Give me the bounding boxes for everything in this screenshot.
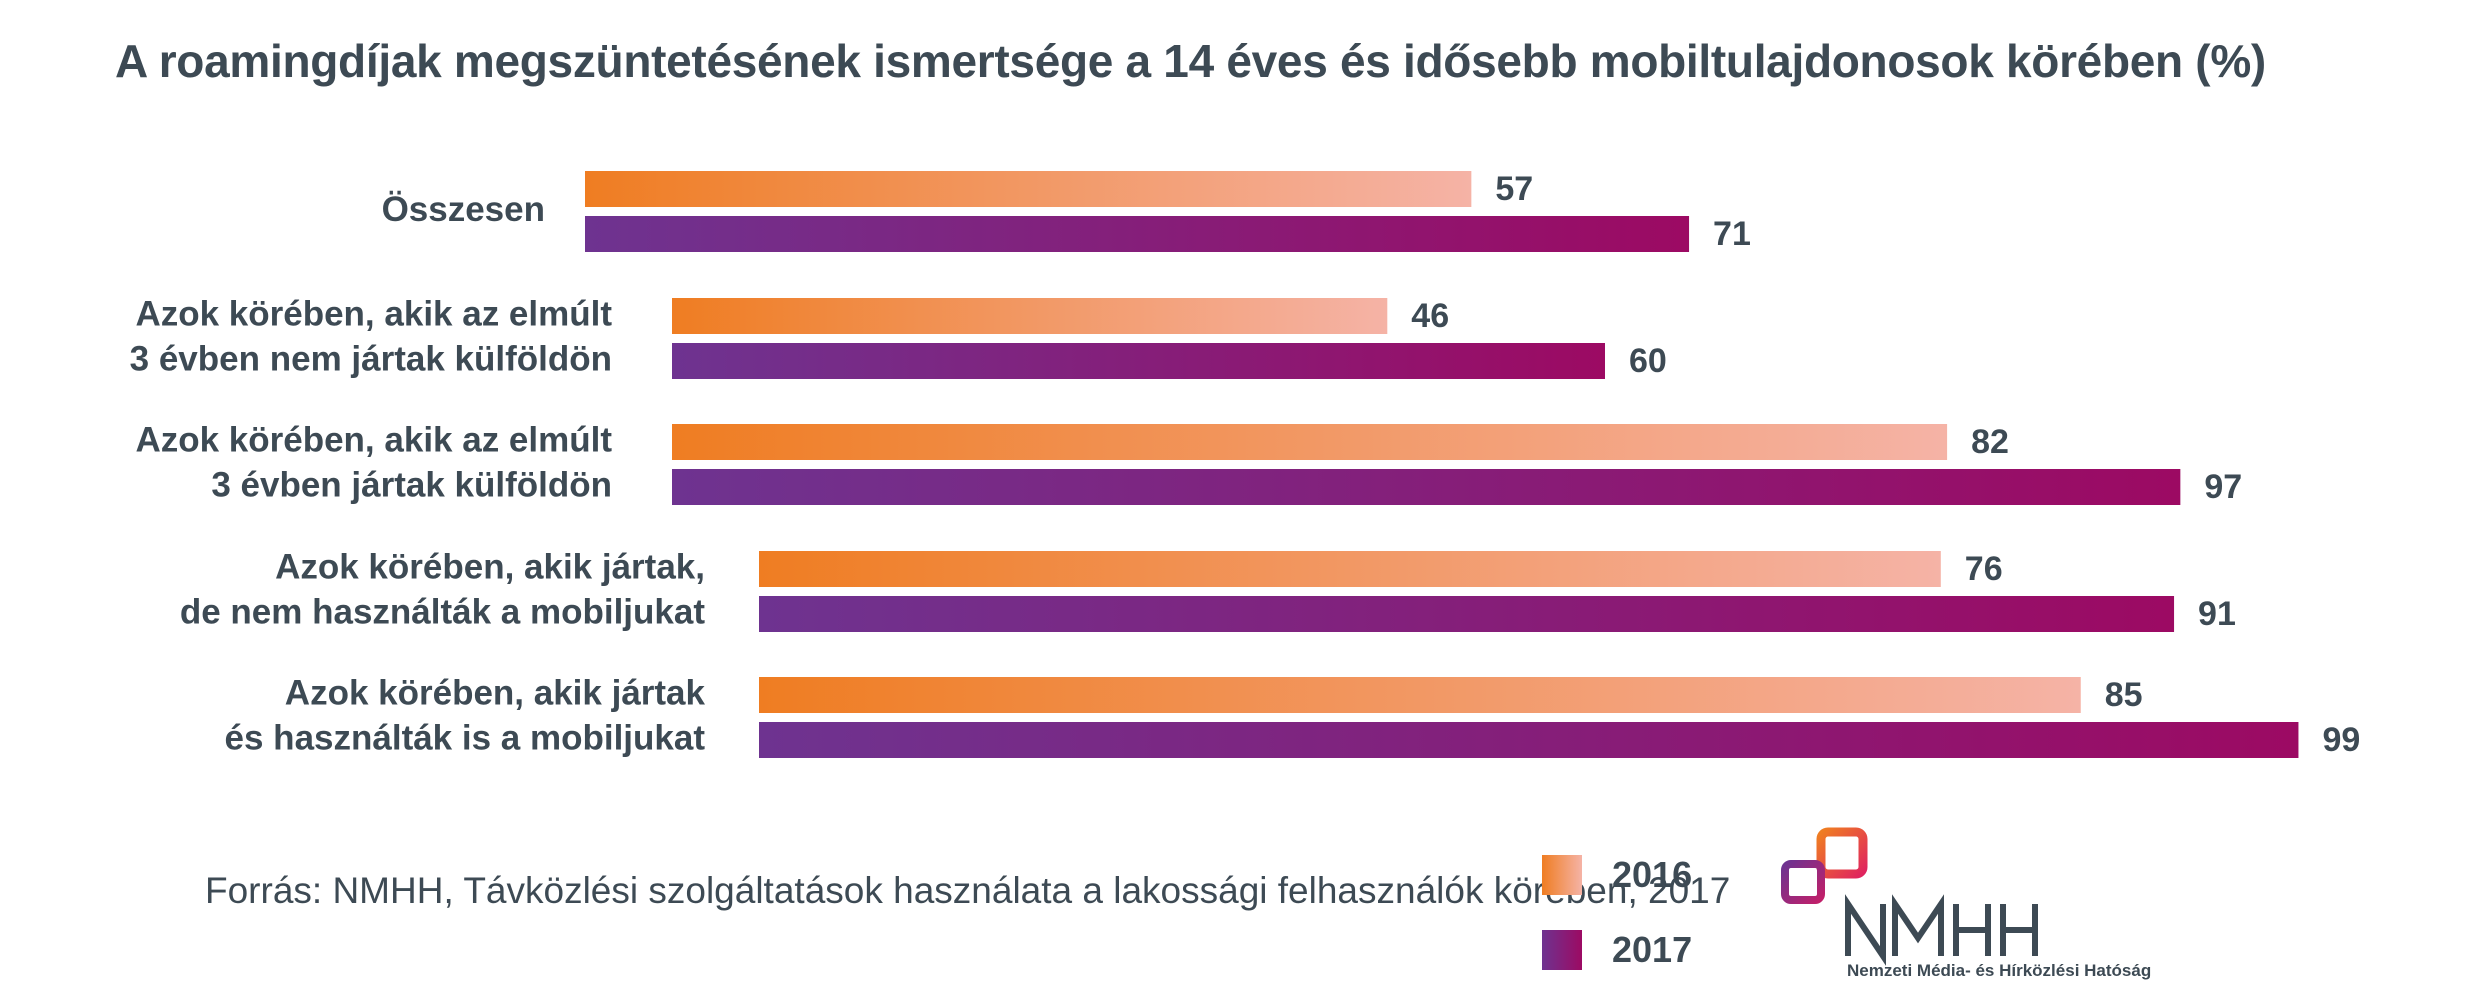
data-label-2016-3: 76 <box>1965 550 2003 588</box>
source-note: Forrás: NMHH, Távközlési szolgáltatások … <box>205 870 1731 911</box>
category-label-1-line-1: 3 évben nem jártak külföldön <box>130 339 612 378</box>
data-label-2016-4: 85 <box>2105 676 2143 714</box>
logo-square-purple <box>1781 860 1825 904</box>
category-label-2-line-0: Azok körében, akik az elmúlt <box>135 420 612 459</box>
bar-2016-4 <box>759 677 2081 713</box>
bar-2017-2 <box>672 469 2181 505</box>
category-label-2-line-1: 3 évben jártak külföldön <box>211 465 612 504</box>
category-label-4-line-0: Azok körében, akik jártak <box>285 673 706 712</box>
bar-2016-0 <box>585 171 1472 207</box>
legend-item-2017: 2017 <box>1542 928 1692 972</box>
legend-swatch-2017 <box>1542 930 1582 970</box>
data-label-2016-2: 82 <box>1971 423 2009 461</box>
category-label-1-line-0: Azok körében, akik az elmúlt <box>135 294 612 333</box>
bar-2016-1 <box>672 298 1388 334</box>
chart-title: A roamingdíjak megszüntetésének ismertsé… <box>115 35 2266 87</box>
category-label-4-line-1: és használták is a mobiljukat <box>225 718 706 757</box>
data-label-2017-2: 97 <box>2204 468 2242 506</box>
logo-nmhh-mark <box>1845 894 2038 966</box>
data-label-2017-0: 71 <box>1713 215 1751 253</box>
data-label-2016-0: 57 <box>1495 170 1533 208</box>
bar-2016-3 <box>759 551 1941 587</box>
nmhh-logo <box>1781 827 2038 966</box>
data-label-2017-1: 60 <box>1629 342 1667 380</box>
legend-swatch-2016 <box>1542 855 1582 895</box>
category-label-0-line-0: Összesen <box>382 190 545 229</box>
data-label-2017-3: 91 <box>2198 595 2236 633</box>
bar-2017-4 <box>759 722 2299 758</box>
category-label-3-line-0: Azok körében, akik jártak, <box>275 547 705 586</box>
category-label-3-line-1: de nem használták a mobiljukat <box>180 592 705 631</box>
logo-square-orange <box>1816 827 1868 879</box>
bar-2017-1 <box>672 343 1605 379</box>
bar-2016-2 <box>672 424 1948 460</box>
legend-label-2016: 2016 <box>1612 854 1693 895</box>
data-label-2016-1: 46 <box>1411 297 1449 335</box>
legend-label-2017: 2017 <box>1612 929 1693 970</box>
bar-2017-0 <box>585 216 1690 252</box>
bar-2017-3 <box>759 596 2175 632</box>
logo-text: Nemzeti Média- és Hírközlési Hatóság <box>1847 961 2152 980</box>
legend-item-2016: 2016 <box>1542 853 1692 897</box>
data-label-2017-4: 99 <box>2322 721 2360 759</box>
